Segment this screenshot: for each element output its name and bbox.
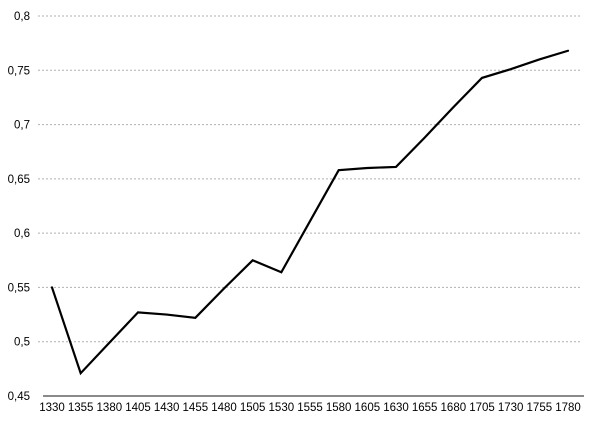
x-tick-label: 1680	[441, 402, 467, 414]
x-tick-label: 1380	[97, 402, 123, 414]
x-tick-label: 1630	[383, 402, 409, 414]
x-tick-label: 1755	[527, 402, 553, 414]
x-tick-label: 1455	[183, 402, 209, 414]
y-tick-label: 0,65	[8, 174, 30, 186]
y-tick-label: 0,45	[8, 391, 30, 403]
y-tick-label: 0,55	[8, 282, 30, 294]
y-tick-label: 0,8	[14, 11, 30, 23]
x-tick-label: 1705	[469, 402, 495, 414]
x-tick-label: 1580	[326, 402, 352, 414]
y-tick-label: 0,6	[14, 228, 30, 240]
x-tick-label: 1605	[355, 402, 381, 414]
y-tick-label: 0,5	[14, 337, 30, 349]
data-line	[50, 49, 570, 376]
y-tick-label: 0,7	[14, 120, 30, 132]
x-tick-label: 1330	[39, 402, 65, 414]
y-tick-label: 0,75	[8, 65, 30, 77]
x-tick-label: 1405	[125, 402, 151, 414]
x-tick-label: 1780	[555, 402, 581, 414]
x-tick-label: 1655	[412, 402, 438, 414]
x-tick-label: 1505	[240, 402, 266, 414]
x-tick-label: 1730	[498, 402, 524, 414]
x-tick-label: 1430	[154, 402, 180, 414]
x-tick-label: 1355	[68, 402, 94, 414]
x-tick-label: 1480	[211, 402, 237, 414]
x-tick-label: 1530	[269, 402, 295, 414]
x-tick-label: 1555	[297, 402, 323, 414]
